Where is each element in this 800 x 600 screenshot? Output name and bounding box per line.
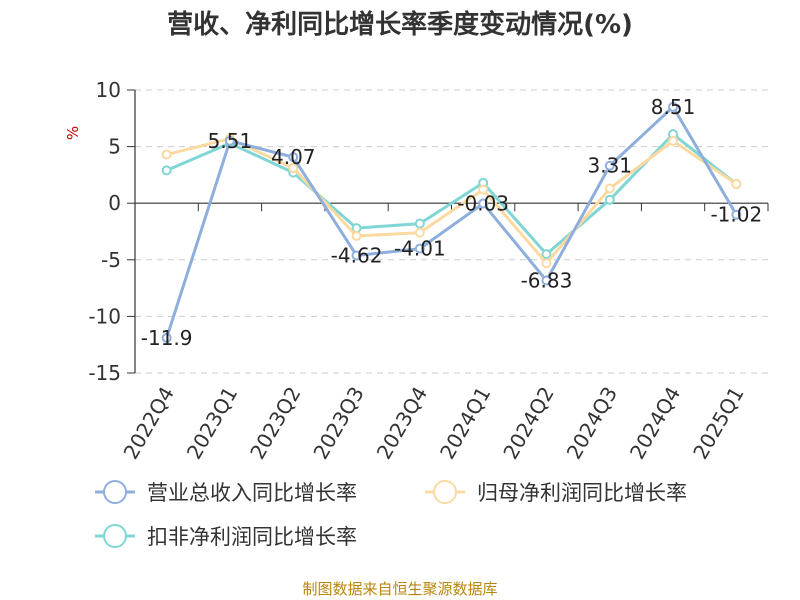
x-tick-label: 2025Q1 (688, 383, 748, 464)
y-tick-label: 10 (96, 78, 121, 102)
x-tick-label: 2023Q3 (308, 383, 368, 464)
data-point (478, 184, 489, 195)
data-label: -0.03 (457, 192, 509, 216)
data-label: 3.31 (587, 154, 632, 178)
data-labels: -11.9 5.51 4.07 -4.62 -4.01 -0.03 -6.83 3.31 8.5… (141, 95, 762, 350)
x-tick-label: 2024Q2 (498, 383, 558, 464)
data-point (604, 183, 615, 194)
data-point (414, 218, 425, 229)
data-point (604, 194, 615, 205)
legend-marker (433, 480, 457, 504)
data-point (731, 209, 742, 220)
x-tick-label: 2023Q4 (372, 383, 432, 464)
x-tick-label: 2024Q1 (435, 383, 495, 464)
y-tick-label: 5 (108, 135, 121, 159)
data-point (668, 101, 679, 112)
data-point (414, 243, 425, 254)
data-point (478, 198, 489, 209)
data-point (288, 163, 299, 174)
legend-label: 扣非净利润同比增长率 (147, 525, 357, 549)
data-label: 8.51 (651, 95, 696, 119)
data-point (604, 160, 615, 171)
source-note: 制图数据来自恒生聚源数据库 (302, 580, 498, 598)
chart-title: 营收、净利同比增长率季度变动情况(%) (167, 10, 633, 40)
x-tick-label: 2023Q2 (245, 383, 305, 464)
legend-marker (103, 480, 127, 504)
data-point (541, 258, 552, 269)
data-label: -1.02 (710, 203, 762, 227)
x-tick-label: 2023Q1 (182, 383, 242, 464)
data-point (161, 149, 172, 160)
x-tick-label: 2024Q4 (625, 383, 685, 464)
x-tick-label: 2022Q4 (119, 383, 179, 464)
series-lines (161, 101, 742, 343)
data-point (668, 135, 679, 146)
data-label: -11.9 (141, 326, 193, 350)
series-line (166, 132, 738, 256)
data-label: -6.83 (521, 269, 573, 293)
data-point (351, 231, 362, 242)
y-tick-label: -5 (101, 248, 121, 272)
data-point (224, 135, 235, 146)
y-tick-label: -10 (88, 304, 121, 328)
x-tick-label: 2024Q3 (562, 383, 622, 464)
data-label: -4.01 (394, 237, 446, 261)
legend-label: 营业总收入同比增长率 (147, 481, 357, 505)
data-point (541, 249, 552, 260)
data-label: -4.62 (331, 243, 383, 267)
legend-label: 归母净利润同比增长率 (477, 481, 687, 505)
data-point (414, 227, 425, 238)
data-point (161, 165, 172, 176)
data-label: 4.07 (271, 145, 316, 169)
series-line (166, 137, 738, 265)
data-point (288, 152, 299, 163)
series-line (165, 105, 738, 339)
data-point (351, 250, 362, 261)
data-point (731, 178, 742, 189)
y-tick-label: 0 (108, 191, 121, 215)
data-point (161, 332, 172, 343)
legend-marker (103, 524, 127, 548)
data-point (541, 275, 552, 286)
y-axis-unit: % (64, 126, 82, 140)
y-tick-label: -15 (88, 361, 121, 385)
data-label: 5.51 (208, 129, 253, 153)
